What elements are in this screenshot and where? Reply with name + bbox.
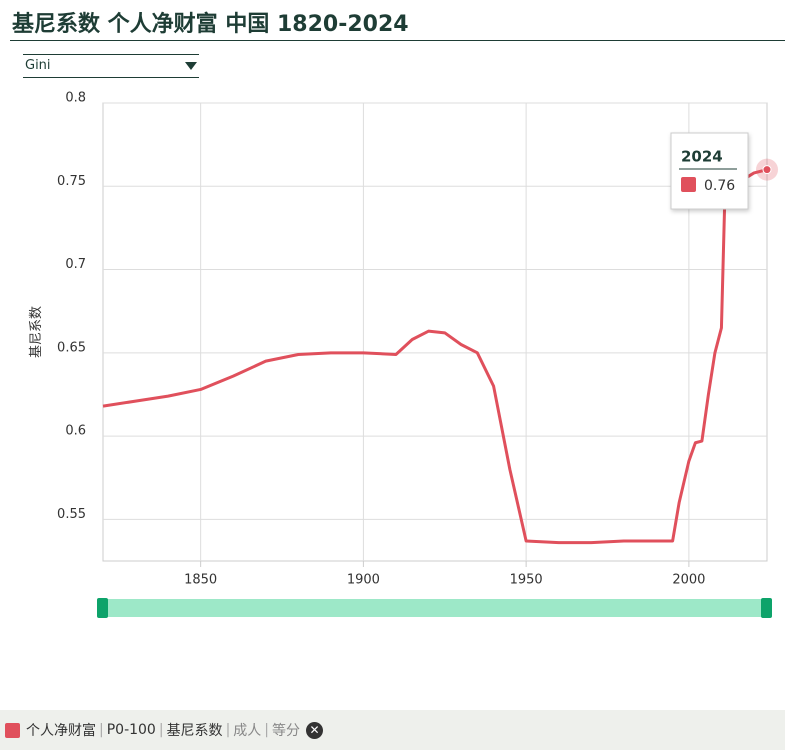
y-tick-label: 0.65	[57, 340, 86, 355]
x-tick-label: 1850	[184, 573, 217, 588]
dropdown[interactable]: Gini	[23, 54, 199, 78]
y-axis-label: 基尼系数	[29, 306, 44, 358]
separator: |	[99, 722, 104, 738]
tooltip-box	[670, 132, 749, 210]
y-tick-label: 0.6	[65, 424, 86, 439]
separator: |	[225, 722, 231, 738]
legend-entry: 个人净财富	[26, 723, 96, 739]
separator: |	[158, 722, 164, 738]
x-tick-label: 1900	[347, 573, 380, 588]
y-tick-label: 0.7	[65, 257, 86, 272]
range-slider[interactable]	[97, 598, 772, 618]
y-tick-label: 0.8	[65, 91, 86, 106]
slider-track[interactable]	[103, 599, 767, 617]
tooltip: 2024 0.76	[670, 132, 749, 210]
legend-bar: 个人净财富 | P0-100 | 基尼系数 | 成人 | 等分 ✕	[0, 710, 785, 750]
x-tick-label: 2000	[672, 573, 705, 588]
dropdown-label[interactable]: Gini	[25, 58, 51, 73]
remove-button[interactable]: ✕	[306, 721, 323, 739]
title-rule	[10, 40, 785, 41]
y-tick-label: 0.55	[57, 507, 86, 522]
x-tick-label: 1950	[510, 573, 543, 588]
hover-point	[762, 165, 772, 175]
separator: |	[264, 722, 269, 738]
filter: 基尼系数	[166, 723, 223, 739]
data-line	[102, 168, 768, 545]
tooltip-title: 2024	[681, 148, 723, 166]
filter: 成人	[233, 723, 262, 739]
y-tick-label: 0.75	[57, 174, 86, 189]
chart: 基尼系数 0.55 0.6 0.65 0.7 0.75 0.8 1850 1900 1950 20…	[29, 91, 778, 618]
tooltip-value: 0.76	[704, 178, 735, 194]
chart-title: 基尼系数 个人净财富 中国 1820-2024	[12, 12, 409, 37]
legend-swatch	[5, 722, 20, 738]
tooltip-swatch	[681, 177, 696, 192]
dropdown-arrow[interactable]	[185, 62, 197, 70]
filter: 等分	[272, 723, 300, 739]
filter: P0-100	[106, 722, 156, 738]
slider-handle[interactable]	[761, 598, 772, 618]
slider-handle[interactable]	[97, 598, 108, 618]
